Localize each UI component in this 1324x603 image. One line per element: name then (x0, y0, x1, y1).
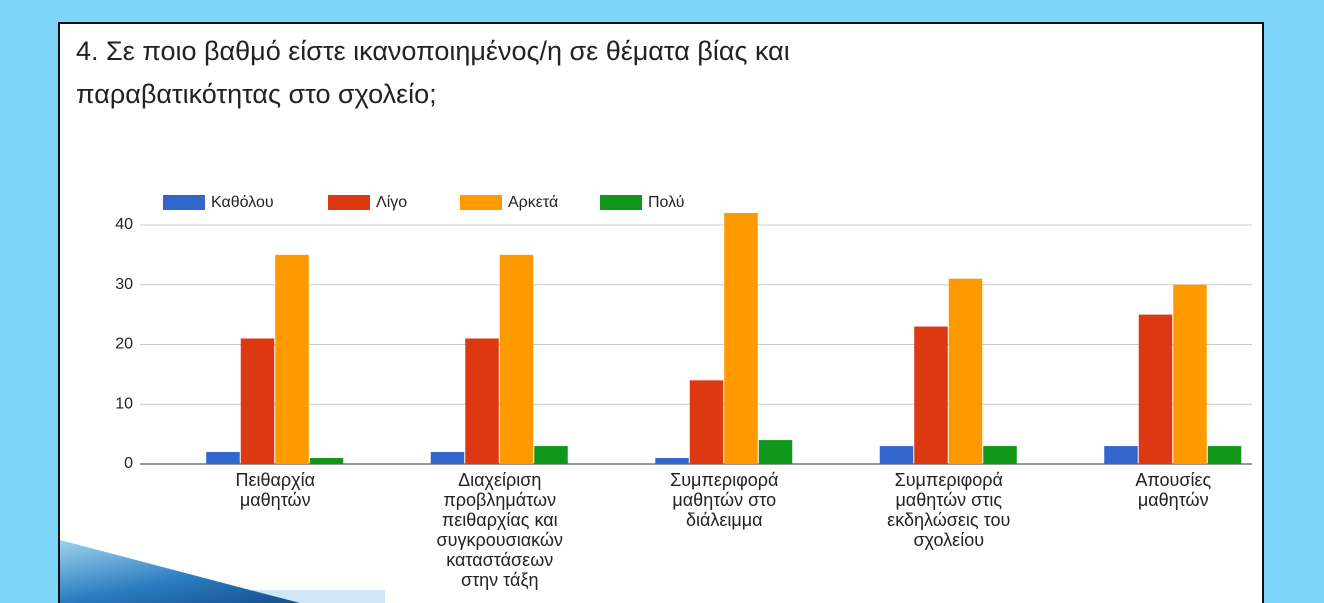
legend-label: Λίγο (376, 194, 407, 211)
bar (1173, 284, 1207, 464)
y-tick-label: 0 (124, 455, 133, 472)
y-tick-label: 40 (115, 216, 133, 233)
bar (1207, 446, 1242, 464)
bar (275, 254, 309, 464)
bar (1138, 314, 1173, 464)
x-tick-label: Συμπεριφορά μαθητών στο διάλειμμα (670, 470, 779, 530)
y-tick-label: 20 (115, 336, 133, 353)
legend-swatch (328, 195, 370, 210)
y-tick-label: 30 (115, 276, 133, 293)
panel (58, 22, 1264, 603)
bar (914, 326, 948, 464)
bar (465, 338, 499, 464)
bar (240, 338, 275, 464)
bar (430, 452, 465, 464)
x-tick-label: Συμπεριφορά μαθητών στις εκδηλώσεις του … (887, 470, 1011, 550)
decoration (60, 540, 385, 603)
legend-swatch (460, 195, 502, 210)
bar (534, 446, 568, 464)
bar (499, 254, 534, 464)
bar (1104, 446, 1138, 464)
legend-swatch (600, 195, 642, 210)
y-tick-label: 10 (115, 395, 133, 412)
chart-title: 4. Σε ποιο βαθμό είστε ικανοποιημένος/η … (76, 36, 790, 109)
bar (983, 446, 1017, 464)
bar (758, 440, 793, 464)
bar (689, 380, 724, 464)
legend-label: Αρκετά (508, 194, 558, 211)
x-tick-label: Απουσίες μαθητών (1135, 470, 1212, 510)
bar (655, 458, 689, 464)
bar (309, 458, 344, 464)
legend-label: Πολύ (648, 194, 685, 211)
x-tick-label: Πειθαρχία μαθητών (235, 470, 316, 510)
bar (948, 278, 983, 464)
x-tick-label: Διαχείριση προβλημάτων πειθαρχίας και συ… (436, 470, 563, 590)
legend-label: Καθόλου (211, 194, 274, 211)
decoration (250, 590, 385, 603)
bar (879, 446, 914, 464)
bar (724, 213, 758, 464)
legend-swatch (163, 195, 205, 210)
bar (206, 452, 240, 464)
